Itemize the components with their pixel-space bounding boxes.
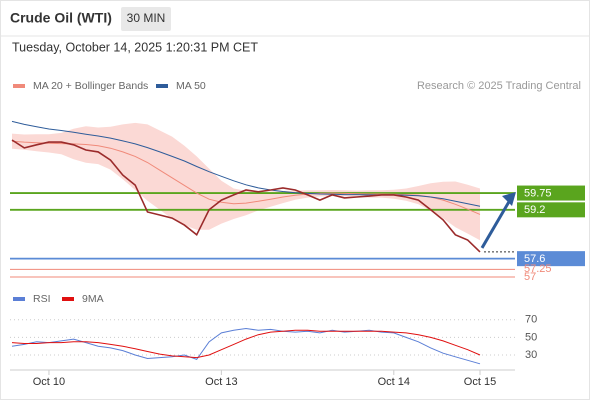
legend-swatch: [13, 84, 25, 88]
moving-average: [11, 140, 481, 215]
datetime: Tuesday, October 14, 2025 1:20:31 PM CET: [12, 40, 258, 54]
oscillator-line: [11, 329, 481, 359]
level-tag: [517, 251, 585, 267]
moving-average: [11, 120, 481, 207]
legend-swatch: [156, 84, 168, 88]
legend-swatch: [62, 297, 74, 301]
timeframe-button[interactable]: [121, 7, 171, 31]
x-tick-label: Oct 15: [464, 376, 496, 388]
projection-arrow: [480, 199, 512, 249]
source: Research © 2025 Trading Central: [417, 80, 581, 92]
y-tick-label: 30: [525, 349, 537, 361]
x-tick-label: Oct 14: [378, 376, 410, 388]
x-tick-label: Oct 10: [33, 376, 65, 388]
legend-label: MA 50: [176, 80, 206, 92]
bollinger-band: [12, 122, 480, 241]
price-line: [11, 139, 481, 253]
y-tick-label: 50: [525, 331, 537, 343]
level-tag: [517, 185, 585, 201]
level-tag: [517, 202, 585, 218]
legend-label: 9MA: [82, 293, 104, 305]
level-label: 57: [524, 271, 536, 283]
y-tick-label: 70: [525, 314, 537, 326]
legend-label: MA 20 + Bollinger Bands: [33, 80, 148, 92]
x-tick-label: Oct 13: [205, 376, 237, 388]
instrument-title: Crude Oil (WTI): [10, 10, 112, 26]
level-label: 59.75: [524, 187, 552, 199]
timeframe[interactable]: 30 MIN: [127, 11, 166, 25]
level-label: 57.25: [524, 263, 552, 275]
oscillator-line: [11, 327, 481, 365]
arrow-head: [502, 192, 516, 206]
legend-label: RSI: [33, 293, 51, 305]
level-label: 57.6: [524, 253, 545, 265]
level-label: 59.2: [524, 204, 545, 216]
legend-swatch: [13, 297, 25, 301]
